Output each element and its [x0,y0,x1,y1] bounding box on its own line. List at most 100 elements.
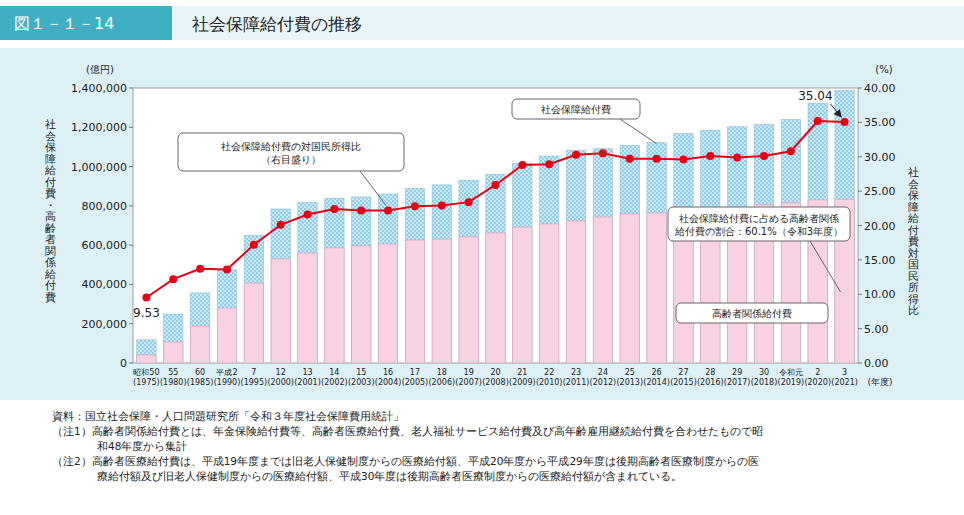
elderly-callout-text: 高齢者関係給付費 [712,308,792,319]
y2-tick-label: 10.00 [864,288,896,301]
header-band [0,6,964,40]
x-tick-line: (2018) [751,378,778,387]
y2-tick [858,191,862,192]
x-tick-line: 14 [329,368,339,377]
bar [217,270,236,363]
ratio-marker [169,275,177,283]
x-tick-line: 24 [598,368,608,377]
ratio-callout-pointer [360,171,386,205]
x-tick-label: 平成2(1990) [214,368,241,387]
y-tick-label: 1,000,000 [71,161,127,174]
bar [298,253,317,363]
ratio-marker [679,156,687,164]
note-line: 資料：国立社会保障・人口問題研究所「令和３年度社会保障費用統計」 [52,410,404,422]
share-callout-pointer [810,241,841,292]
share-callout-text: 社会保障給付費に占める高齢者関係 [679,213,839,224]
x-tick-line: 20 [490,368,500,377]
char: 給 [907,212,919,224]
x-tick-label: 26(2014) [643,368,670,387]
x-tick-label: 30(2018) [751,368,778,387]
y2-tick-label: 15.00 [864,254,896,267]
bar [486,233,505,363]
y2-tick [858,225,862,226]
x-tick-label: 23(2011) [563,368,590,387]
x-tick-line: 7 [251,368,256,377]
y-tick [129,205,133,206]
x-tick-label: 55(1980) [160,368,187,387]
x-tick-line: (2005) [402,378,429,387]
y-tick-label: 400,000 [82,278,128,291]
char: 対 [908,247,919,259]
ratio-marker [760,152,768,160]
x-tick-line: (2020) [804,378,831,387]
char: 給 [44,268,56,280]
y-tick [129,363,133,364]
x-tick-label: 22(2010) [536,368,563,387]
y-tick [129,88,133,89]
y-tick [129,245,133,246]
y2-tick-label: 5.00 [864,323,889,336]
char: 付 [908,224,919,236]
x-tick-line: 平成2 [216,368,237,377]
x-tick-label: 28(2016) [697,368,724,387]
bar [620,145,639,363]
x-tick-line: (2017) [724,378,751,387]
char: 費 [908,235,919,247]
ratio-marker [304,211,312,219]
x-tick-label: 13(2001) [294,368,321,387]
ratio-marker [626,155,634,163]
y2-tick-label: 25.00 [864,185,896,198]
note-line: （注1）高齢者関係給付費とは、年金保険給付費等、高齢者医療給付費、老人福祉サービ… [52,425,763,437]
bar [298,203,317,363]
x-tick-line: 29 [732,368,742,377]
bar [728,127,747,363]
x-tick-line: (2000) [267,378,294,387]
char: 付 [45,279,56,291]
total-callout-box [512,99,640,119]
bar [164,342,183,363]
bar [325,248,344,363]
ratio-marker [250,241,258,249]
x-tick-line: 30 [759,368,769,377]
ratio-callout-text: 社会保障給付費の対国民所得比 [221,141,361,152]
y-tick [129,284,133,285]
elderly-callout-box [676,303,828,323]
bar [486,174,505,363]
char: 給 [44,164,56,176]
x-tick-line: (2021) [831,378,858,387]
data-label: 35.04 [798,89,832,103]
char: 所 [908,281,919,293]
char: 障 [908,201,919,213]
y-tick [129,127,133,128]
x-tick-line: (1980) [160,378,187,387]
figure-number: 図１－１－14 [14,14,114,33]
bar [352,246,371,363]
bar [459,237,478,363]
y2-tick [858,259,862,260]
x-tick-label: 29(2017) [724,368,751,387]
bar [190,293,209,363]
char: 国 [908,258,919,270]
char: 民 [908,270,919,282]
x-tick-label: 18(2006) [428,368,455,387]
x-tick-line: 23 [571,368,581,377]
y2-tick [858,88,862,89]
ratio-marker [438,202,446,210]
ratio-marker [814,117,822,125]
x-tick-line: 28 [705,368,715,377]
ratio-marker [653,155,661,163]
char: 社 [45,118,56,130]
ratio-marker [411,202,419,210]
bar [325,198,344,363]
y2-tick-label: 35.00 [864,116,896,129]
x-tick-label: 令和元(2019) [778,368,805,387]
bar [137,355,156,363]
bar [190,326,209,363]
x-tick-line: 2 [815,368,820,377]
total-callout-text: 社会保障給付費 [541,104,611,115]
chart-root: 図１－１－14社会保障給付費の推移0200,000400,000600,0008… [0,0,964,515]
x-tick-line: (2011) [563,378,590,387]
bar [244,283,263,363]
x-tick-line: 22 [544,368,554,377]
y2-unit: (%) [875,64,892,75]
